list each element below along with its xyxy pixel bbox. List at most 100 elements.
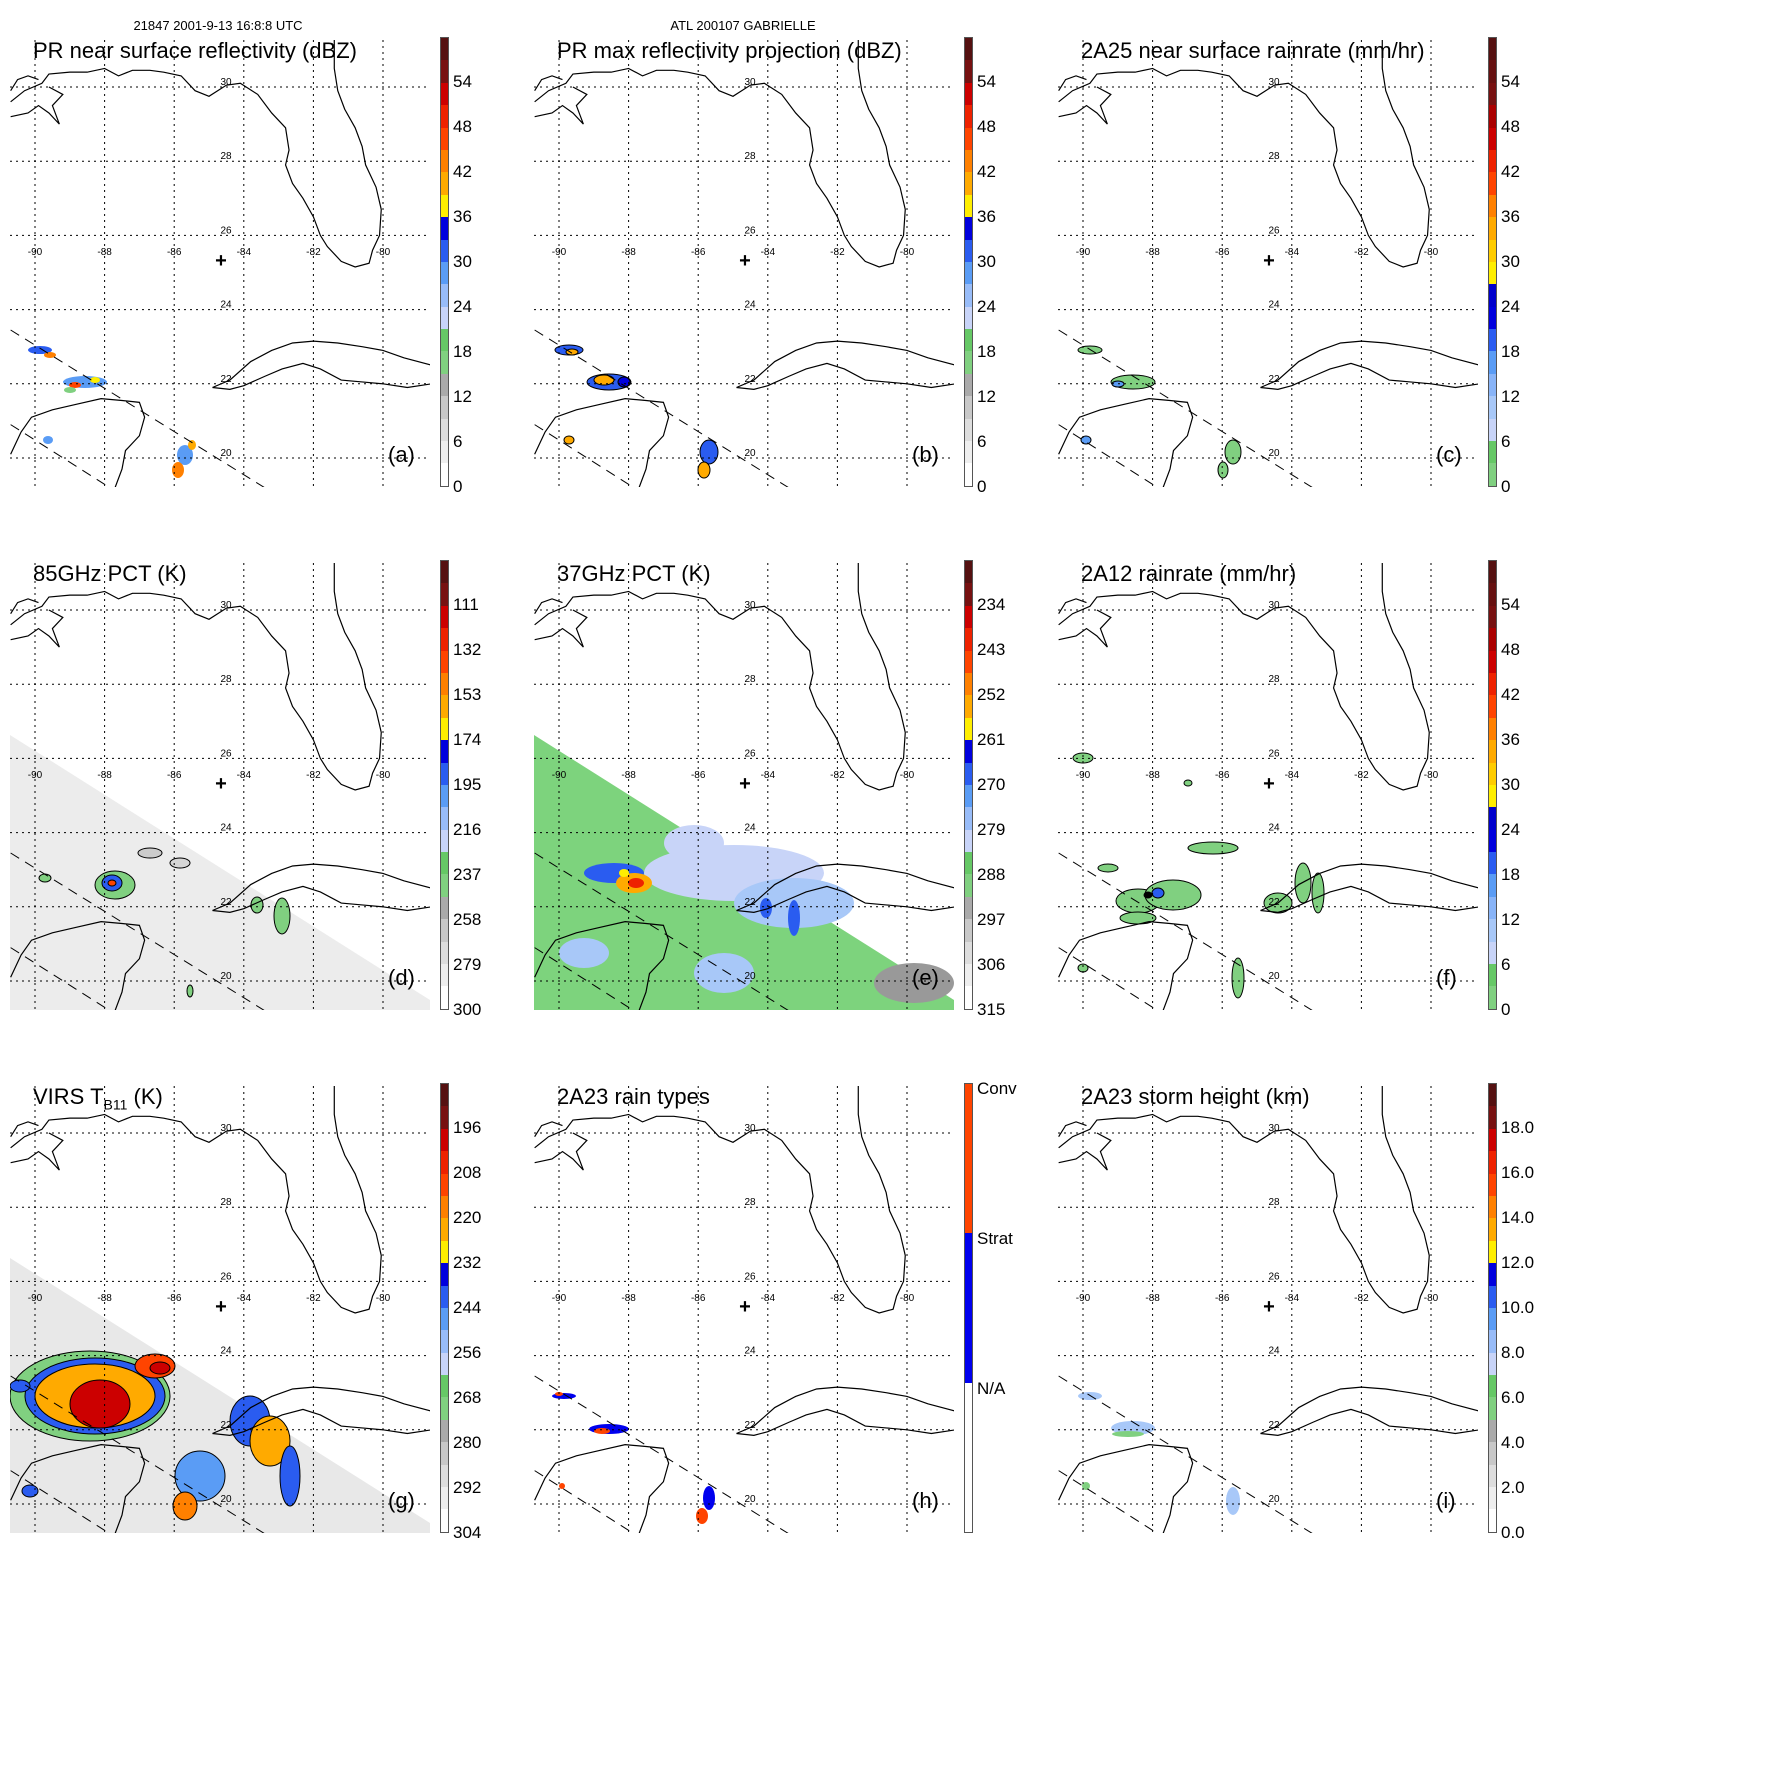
colorbar-segment [1489, 1173, 1496, 1196]
title-text: 37GHz PCT (K) [557, 561, 711, 586]
colorbar-segment [965, 418, 972, 442]
swath-edge [1058, 852, 1313, 1010]
latitude-label: 26 [1268, 225, 1280, 236]
colorbar-tick-label: 306 [977, 955, 1006, 974]
coastline [534, 563, 906, 791]
colorbar-segment [965, 329, 972, 352]
precip-feature [1224, 439, 1242, 465]
panel-letter: (c) [1436, 442, 1462, 467]
colorbar-segment [1489, 896, 1496, 920]
longitude-label: -80 [900, 1293, 915, 1304]
coastline [212, 1408, 430, 1436]
longitude-label: -90 [1076, 1293, 1091, 1304]
coastline [10, 398, 146, 487]
latitude-label: 20 [1268, 971, 1280, 982]
panel-title: PR max reflectivity projection (dBZ) [557, 38, 902, 64]
colorbar-segment [965, 986, 972, 1009]
colorbar-tick-label: 132 [453, 640, 482, 659]
colorbar [1488, 560, 1497, 1010]
colorbar-segment [1489, 60, 1496, 83]
colorbar-segment [1489, 172, 1496, 195]
colorbar-tick-label: 48 [1501, 117, 1520, 136]
panel-letter: (b) [912, 442, 939, 467]
coastline [1260, 1386, 1478, 1435]
colorbar-tick-label: 12 [453, 387, 472, 406]
coastline [10, 1444, 146, 1533]
panel-title: 2A23 rain types [557, 1084, 710, 1110]
colorbar-segment [441, 1375, 448, 1398]
colorbar-segment [965, 194, 972, 218]
colorbar-segment [965, 852, 972, 875]
colorbar-segment [1489, 1352, 1496, 1376]
storm-center-marker-icon: + [1263, 1296, 1275, 1318]
latitude-label: 30 [744, 600, 756, 611]
colorbar-segment [1489, 784, 1496, 808]
longitude-label: -82 [306, 770, 321, 781]
longitude-label: -80 [376, 247, 391, 258]
longitude-label: -88 [97, 770, 112, 781]
colorbar-segment [1489, 351, 1496, 374]
map: -90 -88 -86 -84 -82 -80 30 28 26 24 22 20 + [1058, 563, 1478, 1010]
latitude-label: 28 [1268, 151, 1280, 162]
latitude-label: 30 [220, 77, 232, 88]
title-text: PR max reflectivity projection (dBZ) [557, 38, 902, 63]
colorbar-tick-label: 237 [453, 865, 482, 884]
coastline [1260, 885, 1478, 913]
colorbar-tick-label: 195 [453, 775, 482, 794]
colorbar-segment [965, 628, 972, 651]
colorbar-tick-label: 153 [453, 685, 482, 704]
colorbar-segment [441, 561, 448, 584]
coastline [736, 340, 954, 389]
colorbar-segment [441, 1352, 448, 1376]
colorbar-segment [441, 829, 448, 853]
latitude-label: 22 [1268, 1420, 1280, 1431]
colorbar-segment [441, 1419, 448, 1443]
colorbar-tick-label: Strat [977, 1229, 1013, 1248]
colorbar-segment [441, 1285, 448, 1308]
colorbar-tick-label: 36 [453, 207, 472, 226]
colorbar [1488, 37, 1497, 487]
storm-center-marker-icon: + [739, 773, 751, 795]
longitude-label: -90 [1076, 770, 1091, 781]
latitude-label: 26 [220, 225, 232, 236]
latitude-label: 20 [220, 448, 232, 459]
precip-feature [696, 1508, 708, 1524]
colorbar-segment [441, 1487, 448, 1510]
colorbar-segment [965, 441, 972, 464]
precip-feature [64, 387, 76, 393]
coastline [534, 598, 563, 615]
longitude-label: -80 [1424, 1293, 1439, 1304]
colorbar-segment [965, 284, 972, 307]
longitude-label: -84 [1285, 770, 1300, 781]
precip-feature [703, 1486, 715, 1510]
colorbar-segment [965, 373, 972, 397]
precip-feature [1143, 891, 1153, 899]
colorbar [1488, 1083, 1497, 1533]
longitude-label: -90 [552, 770, 567, 781]
colorbar-tick-label: 36 [977, 207, 996, 226]
storm-center-marker-icon: + [1263, 773, 1275, 795]
panel-letter: (f) [1436, 965, 1457, 990]
colorbar-tick-label: 232 [453, 1253, 482, 1272]
longitude-label: -88 [97, 1293, 112, 1304]
colorbar-tick-label: 300 [453, 1000, 482, 1019]
coastline [1260, 340, 1478, 389]
colorbar-segment [965, 874, 972, 897]
colorbar-segment [1489, 807, 1496, 830]
latitude-label: 28 [744, 151, 756, 162]
colorbar-segment [441, 896, 448, 920]
precip-feature [137, 847, 163, 859]
precip-feature [628, 878, 644, 888]
latitude-label: 20 [220, 1494, 232, 1505]
latitude-label: 28 [220, 151, 232, 162]
colorbar-segment [965, 784, 972, 808]
colorbar-segment [1489, 1509, 1496, 1532]
coastline [736, 863, 954, 912]
colorbar-segment [441, 1307, 448, 1331]
colorbar-segment [441, 1442, 448, 1465]
swath-edge [534, 1375, 789, 1533]
colorbar-tick-label: 24 [1501, 297, 1520, 316]
panel-letter: (e) [912, 965, 939, 990]
coastline [1058, 609, 1112, 648]
coastline [10, 1121, 39, 1138]
